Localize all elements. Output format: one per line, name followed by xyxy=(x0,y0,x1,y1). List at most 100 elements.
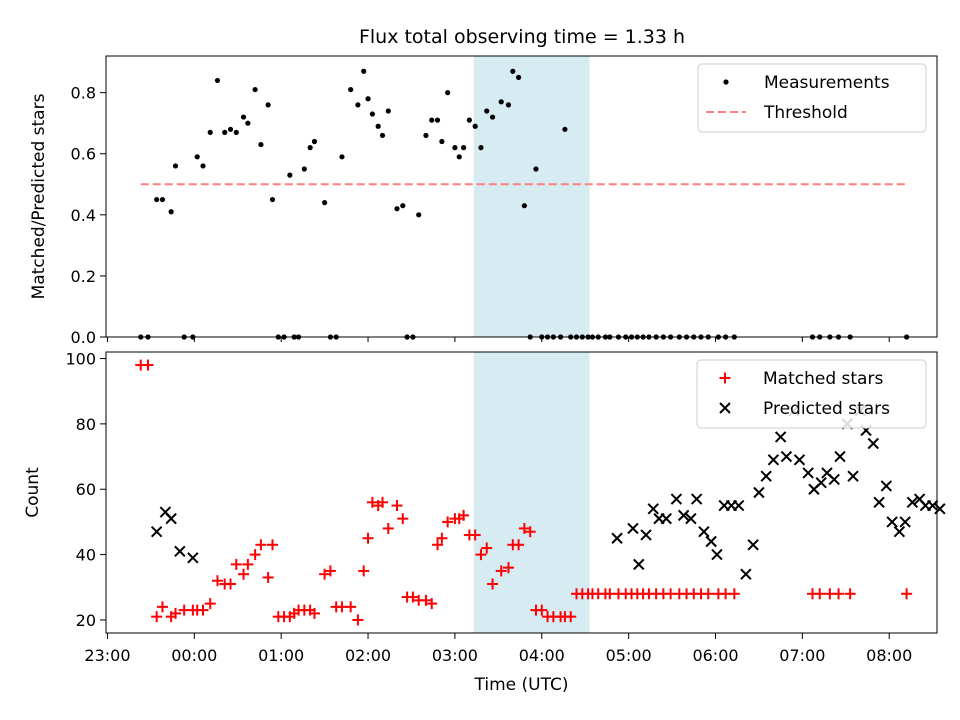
measurement-point xyxy=(505,102,512,108)
predicted-x-b xyxy=(780,450,793,463)
xtick-label: 00:00 xyxy=(171,646,217,665)
predicted-star-point xyxy=(899,516,911,528)
predicted-x-b xyxy=(760,470,772,482)
bottom-y-axis-label: Count xyxy=(23,467,43,518)
predicted-star-point xyxy=(767,454,780,466)
matched-star-point xyxy=(362,532,374,544)
measurement-point xyxy=(375,123,381,129)
top-legend-box xyxy=(697,63,927,133)
matched-star-point xyxy=(230,558,242,570)
measurement-point xyxy=(365,96,371,102)
matched-star-point xyxy=(844,588,856,600)
predicted-x-b xyxy=(165,512,177,525)
predicted-x-b xyxy=(747,539,759,551)
matched-star-point xyxy=(442,516,454,528)
top-panel: 0.00.20.40.60.8 Matched/Predicted stars … xyxy=(29,55,938,347)
predicted-x-b xyxy=(880,480,893,492)
matched-star-point xyxy=(225,578,237,590)
measurement-point xyxy=(369,111,375,117)
highlight-span-top xyxy=(473,56,590,337)
predicted-x-b xyxy=(873,496,885,509)
matched-star-point xyxy=(169,607,181,619)
matched-star-point xyxy=(901,588,913,600)
predicted-star-point xyxy=(660,512,672,525)
predicted-x-b xyxy=(633,558,645,571)
bottom-legend-box xyxy=(696,359,927,429)
xtick-label: 02:00 xyxy=(345,646,391,665)
measurement-point xyxy=(269,196,276,203)
predicted-x-b xyxy=(640,529,652,541)
measurement-point xyxy=(516,74,522,80)
predicted-star-point xyxy=(760,470,772,482)
predicted-star-point xyxy=(906,496,919,509)
predicted-x-b xyxy=(660,512,672,525)
predicted-x-b xyxy=(821,467,833,479)
predicted-star-point xyxy=(873,496,885,509)
matched-star-point xyxy=(536,604,548,616)
measurement-point xyxy=(339,154,345,160)
matched-star-point xyxy=(702,588,714,600)
predicted-x-b xyxy=(893,526,906,538)
predicted-x-b xyxy=(913,493,926,505)
predicted-x-b xyxy=(834,450,846,463)
measurement-point xyxy=(472,123,478,129)
matched-star-point xyxy=(407,591,419,603)
highlight-span-bottom xyxy=(473,352,590,633)
measurement-point xyxy=(194,154,200,160)
predicted-star-point xyxy=(847,470,859,482)
matched-star-point xyxy=(211,575,223,587)
measurement-point xyxy=(533,166,539,172)
predicted-x-b xyxy=(906,496,919,509)
predicted-star-point xyxy=(834,450,846,463)
bottom-ytick-label: 20 xyxy=(76,611,96,630)
matched-star-point xyxy=(432,539,444,551)
predicted-star-point xyxy=(647,503,659,515)
predicted-x-b xyxy=(793,454,806,466)
measurement-point xyxy=(416,212,422,218)
top-y-axis-label: Matched/Predicted stars xyxy=(29,93,49,299)
measurement-point xyxy=(207,129,213,135)
measurement-point xyxy=(562,126,568,132)
predicted-star-point xyxy=(640,529,652,541)
xtick-label: 05:00 xyxy=(606,646,652,665)
matched-star-point xyxy=(204,598,216,610)
measurement-point xyxy=(311,138,318,145)
predicted-star-point xyxy=(670,493,683,505)
measurement-point xyxy=(429,117,435,123)
measurement-point xyxy=(484,108,490,114)
matched-star-point xyxy=(833,588,845,600)
bottom-legend-label: Matched stars xyxy=(763,369,883,389)
measurement-point xyxy=(521,203,527,209)
measurement-point xyxy=(439,138,445,145)
measurement-point xyxy=(423,132,429,139)
top-ytick-label: 0.2 xyxy=(71,267,96,286)
measurement-point xyxy=(154,196,160,203)
measurement-point xyxy=(460,145,467,151)
matched-star-point xyxy=(345,601,357,613)
predicted-x-b xyxy=(899,516,911,528)
predicted-x-b xyxy=(698,526,710,538)
predicted-x-b xyxy=(867,437,880,450)
measurement-point xyxy=(355,102,361,108)
predicted-x-b xyxy=(670,493,683,505)
predicted-x-b xyxy=(815,476,827,489)
predicted-star-point xyxy=(753,486,765,499)
matched-star-point xyxy=(495,565,507,577)
xtick-label: 07:00 xyxy=(779,646,825,665)
bottom-ytick-label: 100 xyxy=(65,350,96,369)
matched-star-point xyxy=(358,565,370,577)
predicted-x-b xyxy=(711,548,723,561)
bottom-panel: 20 40 60 80 100 23:00 00:00 01:00 02:00 03:00 04:… xyxy=(23,350,946,695)
measurement-point xyxy=(434,117,441,123)
predicted-star-point xyxy=(187,552,199,564)
predicted-x-b xyxy=(677,509,690,522)
matched-star-point xyxy=(377,496,389,508)
matched-star-point xyxy=(458,509,470,521)
predicted-x-b xyxy=(150,526,163,538)
measurement-point xyxy=(172,163,179,169)
matched-star-point xyxy=(197,604,209,616)
measurement-point xyxy=(400,203,406,209)
top-ytick-label: 0.6 xyxy=(71,145,96,164)
chart-title: Flux total observing time = 1.33 h xyxy=(359,26,685,48)
